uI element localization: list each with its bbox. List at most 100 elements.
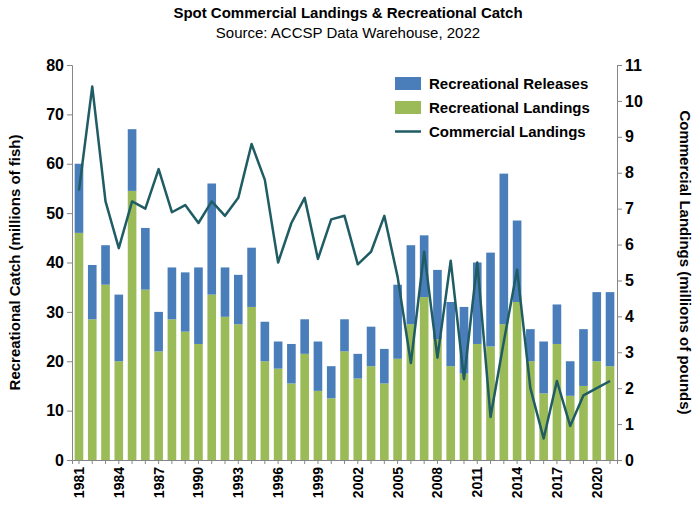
bar [234, 275, 243, 324]
bar [353, 354, 362, 379]
legend-swatch [395, 101, 421, 114]
x-tick-mark [251, 460, 252, 464]
x-tick [304, 460, 305, 464]
y-tick-mark [67, 263, 72, 264]
bar [114, 361, 123, 460]
x-tick-label: 2014 [509, 467, 525, 498]
bar [592, 361, 601, 460]
x-tick-mark [556, 460, 557, 464]
bar [101, 285, 110, 460]
plot-area [75, 87, 615, 460]
bar [141, 290, 150, 460]
x-tick-mark [543, 460, 544, 464]
bar [513, 302, 522, 460]
y2-tick: 7 [617, 200, 634, 217]
y-tick-label: 80 [46, 57, 64, 74]
x-tick [291, 460, 292, 464]
x-tick-mark [92, 460, 93, 464]
x-tick-mark [291, 460, 292, 464]
bar [287, 344, 296, 384]
x-tick [185, 460, 186, 464]
x-tick-mark [596, 460, 597, 464]
x-tick-label: 2011 [469, 467, 485, 498]
y2-tick-label: 4 [625, 308, 634, 325]
legend-label: Recreational Releases [429, 75, 588, 92]
bar [247, 307, 256, 460]
y-tick: 40 [46, 254, 72, 271]
x-tick: 1993 [230, 460, 246, 498]
x-tick [264, 460, 265, 464]
x-tick-mark [132, 460, 133, 464]
x-tick-label: 2017 [549, 467, 565, 498]
bar [154, 312, 163, 352]
x-tick-mark [424, 460, 425, 464]
x-tick-label: 1987 [151, 467, 167, 498]
x-tick: 1999 [310, 460, 326, 498]
x-tick-mark [477, 460, 478, 464]
x-tick [251, 460, 252, 464]
y-axis-line [67, 66, 73, 461]
legend-swatch [395, 130, 421, 133]
x-tick: 1996 [270, 460, 286, 498]
bar [114, 295, 123, 362]
bar [194, 267, 203, 344]
y-tick-label: 20 [46, 353, 64, 370]
y2-tick-mark [617, 316, 622, 317]
bar [393, 359, 402, 460]
legend-label: Commercial Landings [429, 123, 586, 140]
x-tick: 2020 [589, 460, 605, 498]
bar [181, 272, 190, 331]
y-axis-title: Recreational Catch (millions of fish) [6, 135, 23, 391]
y2-tick: 5 [617, 272, 634, 289]
x-tick-mark [118, 460, 119, 464]
bar [300, 354, 309, 460]
x-tick-label: 1996 [270, 467, 286, 498]
x-tick [331, 460, 332, 464]
x-tick [92, 460, 93, 464]
x-tick-mark [238, 460, 239, 464]
x-tick-mark [450, 460, 451, 464]
y-tick: 0 [55, 452, 72, 469]
y2-tick-label: 1 [625, 416, 634, 433]
y-tick: 10 [46, 402, 72, 419]
y2-tick: 8 [617, 164, 634, 181]
y-tick-label: 40 [46, 254, 64, 271]
x-tick: 1984 [111, 460, 127, 498]
bar [367, 366, 376, 460]
y2-tick: 11 [617, 57, 642, 74]
x-tick: 1990 [190, 460, 206, 498]
bar [553, 344, 562, 460]
bar [207, 184, 216, 295]
legend-swatch [395, 77, 421, 90]
bar-series [75, 191, 615, 460]
x-axis: 1981198419871990199319961999200220052008… [71, 460, 618, 498]
y2-tick-label: 9 [625, 128, 634, 145]
x-tick-label: 2005 [390, 467, 406, 498]
bar [353, 379, 362, 460]
y2-tick: 9 [617, 128, 634, 145]
x-tick [424, 460, 425, 464]
x-tick: 1987 [151, 460, 167, 498]
x-tick-label: 2008 [429, 467, 445, 498]
bar [247, 248, 256, 307]
subtitle: Source: ACCSP Data Warehouse, 2022 [216, 24, 480, 41]
y-tick: 80 [46, 57, 72, 74]
bar [566, 396, 575, 460]
x-tick-mark [583, 460, 584, 464]
bar [207, 295, 216, 460]
bar [221, 317, 230, 460]
x-tick [132, 460, 133, 464]
y2-tick-label: 5 [625, 272, 634, 289]
bar [380, 383, 389, 460]
y-tick-label: 60 [46, 155, 64, 172]
x-tick [225, 460, 226, 464]
x-tick-mark [211, 460, 212, 464]
x-tick-mark [317, 460, 318, 464]
y2-tick-mark [617, 388, 622, 389]
x-tick-mark [530, 460, 531, 464]
x-tick [543, 460, 544, 464]
x-tick [344, 460, 345, 464]
bar [606, 366, 615, 460]
y2-tick-label: 8 [625, 164, 634, 181]
x-tick-mark [344, 460, 345, 464]
